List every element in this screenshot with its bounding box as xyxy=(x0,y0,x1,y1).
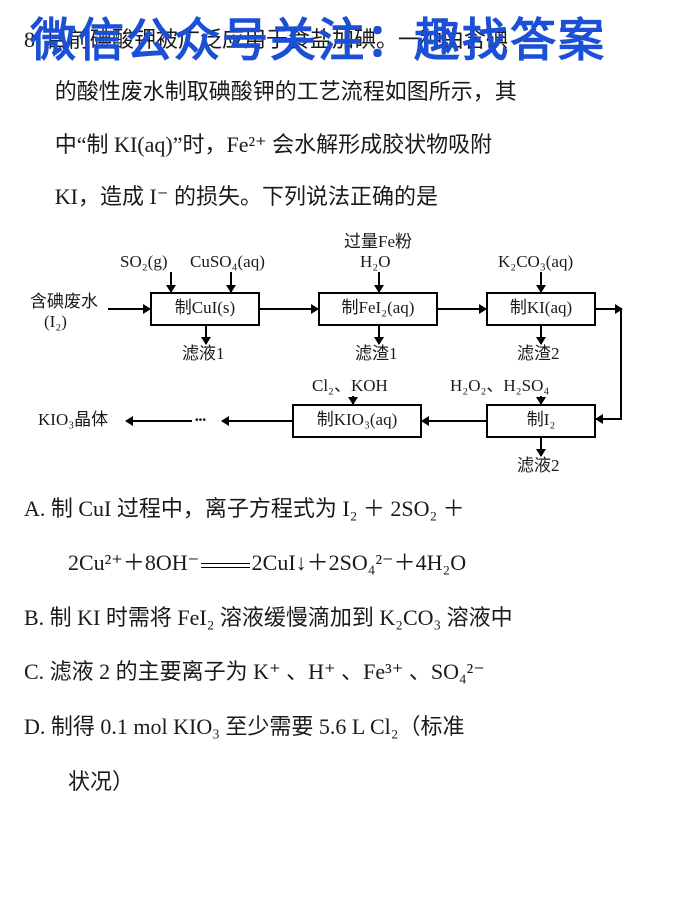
q-line1: 目前碘酸钾被广泛应用于食盐加碘。一种由含碘 xyxy=(46,27,508,52)
input-fe-l1: 过量Fe粉 xyxy=(344,232,412,252)
options: A. 制 CuI 过程中，离子方程式为 I₂ ＋ 2SO₂ ＋ 2Cu²⁺＋8O… xyxy=(24,484,676,808)
reaction-line xyxy=(201,563,249,568)
input-waste-l1: 含碘废水 xyxy=(30,292,98,312)
box-kio3: 制KIO₃(aq) xyxy=(292,404,422,438)
question-number: 8. xyxy=(24,27,41,52)
option-a-rhs: 2CuI↓＋2SO₄²⁻＋4H₂O xyxy=(252,550,466,575)
out-residue2: 滤渣2 xyxy=(517,344,560,364)
arrow-k2co3 xyxy=(540,272,542,292)
out-filtrate1: 滤液1 xyxy=(182,344,225,364)
out-residue1: 滤渣1 xyxy=(355,344,398,364)
arrow-fe xyxy=(378,272,380,292)
arrow-residue2 xyxy=(540,326,542,344)
question-block: 8. 目前碘酸钾被广泛应用于食盐加碘。一种由含碘 的酸性废水制取碘酸钾的工艺流程… xyxy=(0,0,700,827)
arrow-to-crystal xyxy=(126,420,192,422)
input-fe-l2: H₂O xyxy=(360,252,390,272)
arrow-waste xyxy=(108,308,150,310)
process-flowchart: 含碘废水 (I₂) SO₂(g) CuSO₄(aq) 过量Fe粉 H₂O K₂C… xyxy=(30,228,670,478)
arrow-b2-b3 xyxy=(438,308,486,310)
option-b: B. 制 KI 时需将 FeI₂ 溶液缓慢滴加到 K₂CO₃ 溶液中 xyxy=(24,593,676,644)
q-line4: KI，造成 I⁻ 的损失。下列说法正确的是 xyxy=(24,173,676,221)
option-a-lhs: 2Cu²⁺＋8OH⁻ xyxy=(68,550,199,575)
q-line2: 的酸性废水制取碘酸钾的工艺流程如图所示，其 xyxy=(24,68,676,116)
box-ki: 制KI(aq) xyxy=(486,292,596,326)
route-into-b4 xyxy=(596,418,622,420)
arrow-h2o2 xyxy=(540,396,542,404)
route-ki-right xyxy=(596,308,622,310)
option-c: C. 滤液 2 的主要离子为 K⁺ 、H⁺ 、Fe³⁺ 、SO₄²⁻ xyxy=(24,647,676,698)
option-a-line1: A. 制 CuI 过程中，离子方程式为 I₂ ＋ 2SO₂ ＋ xyxy=(24,484,676,535)
arrow-cuso4 xyxy=(230,272,232,292)
arrow-filtrate2 xyxy=(540,438,542,456)
option-a-line2: 2Cu²⁺＋8OH⁻ 2CuI↓＋2SO₄²⁻＋4H₂O xyxy=(24,538,676,589)
question-line: 8. 目前碘酸钾被广泛应用于食盐加碘。一种由含碘 xyxy=(24,16,676,64)
input-k2co3: K₂CO₃(aq) xyxy=(498,252,573,272)
option-d-line1: D. 制得 0.1 mol KIO₃ 至少需要 5.6 L Cl₂（标准 xyxy=(24,702,676,753)
arrow-b1-b2 xyxy=(260,308,318,310)
arrow-b5-out xyxy=(222,420,292,422)
option-d-line2: 状况） xyxy=(24,757,676,808)
dots: ··· xyxy=(194,410,205,430)
route-ki-down-v xyxy=(620,308,622,420)
input-cuso4: CuSO₄(aq) xyxy=(190,252,265,272)
q-line3: 中“制 KI(aq)”时，Fe²⁺ 会水解形成胶状物吸附 xyxy=(24,121,676,169)
arrow-residue1 xyxy=(378,326,380,344)
out-filtrate2: 滤液2 xyxy=(517,456,560,476)
out-crystal: KIO₃晶体 xyxy=(38,410,108,430)
box-cui: 制CuI(s) xyxy=(150,292,260,326)
arrow-filtrate1 xyxy=(205,326,207,344)
arrow-cl2 xyxy=(352,396,354,404)
input-waste-l2: (I₂) xyxy=(44,312,67,332)
input-so2: SO₂(g) xyxy=(120,252,167,272)
input-cl2: Cl₂、KOH xyxy=(312,376,388,396)
box-fei2: 制FeI₂(aq) xyxy=(318,292,438,326)
box-i2: 制I₂ xyxy=(486,404,596,438)
input-h2o2: H₂O₂、H₂SO₄ xyxy=(450,376,549,396)
arrow-so2 xyxy=(170,272,172,292)
arrow-b4-b5 xyxy=(422,420,486,422)
